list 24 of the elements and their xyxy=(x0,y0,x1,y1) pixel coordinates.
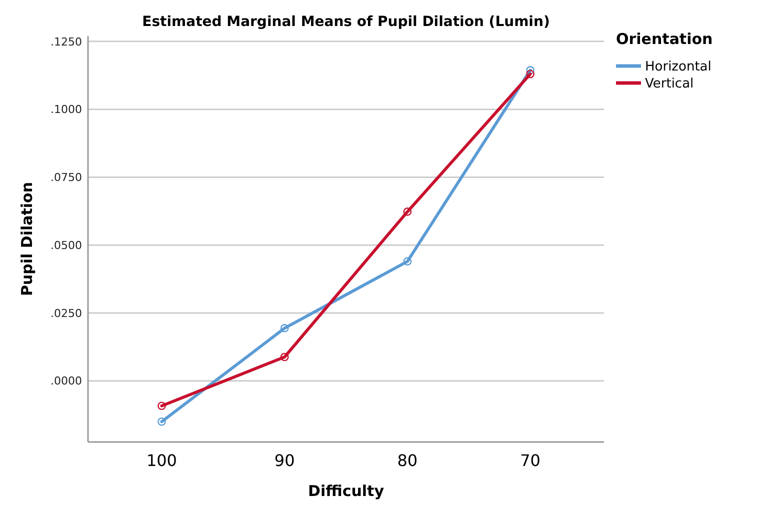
point xyxy=(158,402,166,410)
chart-title: Estimated Marginal Means of Pupil Dilation (Lumin) xyxy=(142,14,550,30)
y-tick-label: .0750 xyxy=(50,171,82,184)
point xyxy=(526,70,534,78)
y-axis-title: Pupil Dilation xyxy=(18,182,36,296)
point xyxy=(403,208,412,216)
legend-label: Horizontal xyxy=(645,60,712,75)
point xyxy=(526,66,534,74)
y-tick-label: .1250 xyxy=(50,35,82,48)
x-axis-title: Difficulty xyxy=(308,482,384,500)
point xyxy=(280,324,289,332)
y-tick-label: .0250 xyxy=(50,306,82,320)
x-tick-label: 100 xyxy=(146,451,177,470)
x-tick-label: 70 xyxy=(520,451,540,470)
point xyxy=(158,417,166,426)
y-tick-label: .0500 xyxy=(50,238,82,252)
y-tick-label: .1000 xyxy=(50,103,82,116)
x-tick-label: 80 xyxy=(397,451,418,470)
point xyxy=(280,352,289,362)
x-tick-label: 90 xyxy=(274,451,295,470)
y-tick-label: .0000 xyxy=(50,374,82,388)
legend-title: Orientation xyxy=(616,30,713,48)
legend-label: Vertical xyxy=(645,76,694,92)
point xyxy=(403,257,412,266)
